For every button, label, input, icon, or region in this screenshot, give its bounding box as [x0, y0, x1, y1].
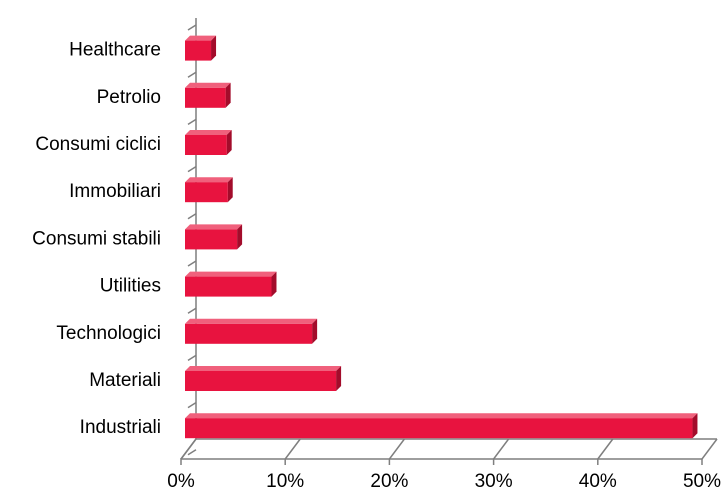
bar-petrolio	[185, 82, 231, 108]
x-tick-label: 10%	[266, 471, 304, 490]
category-tick	[187, 213, 197, 220]
x-tick-label: 20%	[370, 471, 408, 490]
category-tick	[187, 354, 197, 362]
bar-utilities	[185, 271, 277, 297]
category-label: Immobiliari	[69, 181, 161, 202]
x-tick-depth	[597, 438, 614, 460]
category-label: Utilities	[100, 276, 161, 297]
bar-side-face	[336, 366, 342, 391]
bar-healthcare	[185, 35, 217, 61]
category-tick	[187, 24, 197, 31]
category-label: Industriali	[80, 417, 161, 438]
bar-top-face	[185, 82, 231, 88]
bar-top-face	[185, 130, 232, 135]
bar-side-face	[237, 224, 243, 250]
category-tick	[187, 307, 197, 314]
bar-side-face	[692, 413, 698, 439]
bar-front-face	[185, 371, 337, 391]
x-tick-depth	[388, 438, 405, 460]
bar-front-face	[185, 323, 313, 344]
bar-front-face	[185, 87, 226, 108]
category-label: Petrolio	[97, 87, 161, 108]
category-tick	[187, 401, 197, 409]
category-label: Materiali	[89, 370, 161, 391]
bar-technologici	[185, 318, 318, 344]
bar-consumi-stabili	[185, 224, 243, 250]
category-label: Consumi stabili	[32, 228, 161, 249]
category-tick	[187, 71, 197, 78]
bar-front-face	[185, 418, 693, 439]
category-label: Consumi ciclici	[35, 134, 161, 155]
bar-front-face	[185, 40, 212, 61]
bar-materiali	[185, 366, 342, 391]
x-tick-label: 40%	[579, 471, 617, 490]
bar-consumi-ciclici	[185, 130, 232, 155]
bar-front-face	[185, 229, 238, 250]
x-tick-labels: 0% 10% 20% 30% 40% 50%	[167, 471, 721, 490]
x-tick-label: 30%	[475, 471, 513, 490]
bar-top-face	[185, 224, 243, 230]
x-tick-label: 50%	[683, 471, 721, 490]
bar-immobiliari	[185, 177, 233, 203]
bar-side-face	[226, 130, 232, 155]
category-label: Healthcare	[69, 40, 161, 61]
bar-side-face	[227, 177, 233, 203]
bar-front-face	[185, 135, 227, 155]
bar-side-face	[271, 271, 277, 297]
bar-industriali	[185, 413, 698, 439]
bar-front-face	[185, 182, 228, 203]
bar-top-face	[185, 413, 698, 419]
category-tick	[187, 118, 197, 126]
bar-side-face	[211, 35, 217, 61]
bar-top-face	[185, 177, 233, 183]
bars	[185, 35, 698, 439]
bar-top-face	[185, 35, 217, 41]
x-tick-depth	[701, 438, 718, 460]
category-tick	[187, 165, 197, 173]
bar-side-face	[225, 82, 231, 108]
bar-front-face	[185, 276, 272, 297]
bar-top-face	[185, 318, 318, 324]
x-tick-depth	[284, 438, 301, 460]
bar-top-face	[185, 271, 277, 277]
x-tick-label: 0%	[167, 471, 195, 490]
x-tick-depth	[493, 438, 510, 460]
bar-top-face	[185, 366, 342, 371]
axes	[180, 18, 718, 465]
category-tick	[187, 449, 197, 456]
category-tick	[187, 260, 197, 267]
category-label: Technologici	[56, 323, 161, 344]
category-labels: Healthcare Petrolio Consumi ciclici Immobil…	[32, 40, 161, 439]
x-tick-depth	[180, 438, 197, 460]
bar-side-face	[312, 318, 318, 344]
